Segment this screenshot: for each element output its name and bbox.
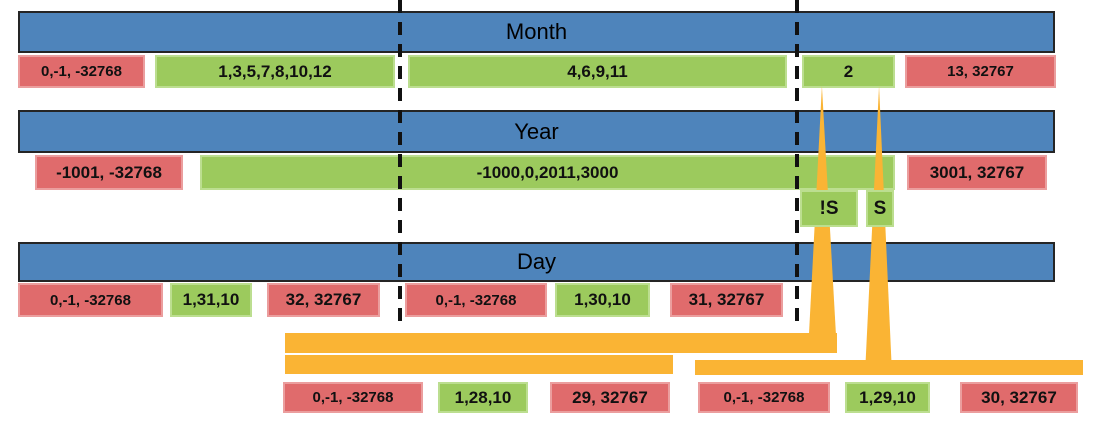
year-partition-valid: -1000,0,2011,3000	[200, 155, 895, 190]
month-partition-invalid-low: 0,-1, -32768	[18, 55, 145, 88]
day-partition-invalid-low-30: 0,-1, -32768	[405, 283, 547, 317]
day-partition-invalid-high-30: 31, 32767	[670, 283, 783, 317]
connector-bar-not-leap	[285, 333, 837, 353]
leap-year-box: S	[866, 190, 894, 227]
day-bar-label: Day	[516, 249, 557, 274]
feb-notleap-partition-valid: 1,28,10	[438, 382, 528, 413]
month-partition-invalid-high: 13, 32767	[905, 55, 1056, 88]
year-partition-invalid-low: -1001, -32768	[35, 155, 183, 190]
month-bar: Month	[18, 11, 1055, 53]
dashed-separator-right	[795, 0, 799, 322]
day-partition-invalid-low-31: 0,-1, -32768	[18, 283, 163, 317]
dashed-separator-left	[398, 0, 402, 330]
day-partition-invalid-high-31: 32, 32767	[267, 283, 380, 317]
month-partition-30day-months: 4,6,9,11	[408, 55, 787, 88]
bracket-bar-feb-not-leap	[285, 355, 673, 374]
feb-leap-partition-invalid-high: 30, 32767	[960, 382, 1078, 413]
month-partition-31day-months: 1,3,5,7,8,10,12	[155, 55, 395, 88]
day-partition-valid-30: 1,30,10	[555, 283, 650, 317]
month-partition-february: 2	[802, 55, 895, 88]
day-bar: Day	[18, 242, 1055, 282]
year-bar-label: Year	[514, 118, 559, 144]
not-leap-year-box: !S	[800, 190, 858, 227]
feb-notleap-partition-invalid-high: 29, 32767	[550, 382, 670, 413]
feb-leap-partition-invalid-low: 0,-1, -32768	[698, 382, 830, 413]
year-partition-invalid-high: 3001, 32767	[907, 155, 1047, 190]
feb-notleap-partition-invalid-low: 0,-1, -32768	[283, 382, 423, 413]
year-bar: Year	[18, 110, 1055, 153]
feb-leap-partition-valid: 1,29,10	[845, 382, 930, 413]
day-partition-valid-31: 1,31,10	[170, 283, 252, 317]
bracket-bar-feb-leap	[695, 360, 1083, 375]
month-bar-label: Month	[505, 19, 568, 44]
